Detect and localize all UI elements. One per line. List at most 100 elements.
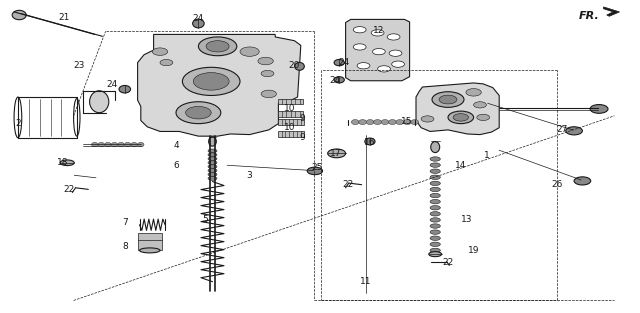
Text: 3: 3 [247, 171, 252, 180]
Text: 10: 10 [284, 123, 295, 132]
Ellipse shape [430, 199, 440, 204]
Text: 1: 1 [484, 151, 489, 160]
Ellipse shape [396, 120, 404, 125]
Text: 16: 16 [364, 138, 376, 147]
Ellipse shape [430, 175, 440, 179]
Text: 2: 2 [15, 119, 20, 128]
Circle shape [389, 50, 402, 56]
Ellipse shape [12, 10, 26, 20]
Text: 22: 22 [442, 259, 454, 267]
Polygon shape [346, 19, 410, 81]
Ellipse shape [208, 161, 217, 165]
Circle shape [193, 73, 229, 90]
Polygon shape [138, 34, 301, 136]
Ellipse shape [403, 120, 411, 125]
Text: 7: 7 [122, 218, 127, 227]
Ellipse shape [359, 120, 367, 125]
Ellipse shape [411, 120, 419, 125]
Circle shape [371, 30, 384, 36]
Circle shape [160, 59, 173, 66]
Text: 27: 27 [556, 126, 568, 134]
Ellipse shape [430, 230, 440, 234]
Circle shape [206, 41, 229, 52]
Ellipse shape [430, 248, 440, 253]
Text: 24: 24 [329, 76, 340, 85]
Ellipse shape [430, 181, 440, 186]
Text: 25: 25 [311, 163, 323, 172]
Circle shape [474, 102, 486, 108]
Ellipse shape [208, 157, 217, 161]
Text: 15: 15 [401, 117, 413, 126]
Bar [138, 233, 162, 250]
Ellipse shape [208, 169, 217, 172]
Circle shape [453, 114, 468, 121]
Ellipse shape [131, 142, 138, 147]
Text: 9: 9 [300, 115, 305, 123]
Ellipse shape [118, 142, 124, 147]
Ellipse shape [193, 19, 204, 28]
Circle shape [372, 49, 385, 55]
Text: 13: 13 [461, 215, 473, 223]
Circle shape [198, 37, 237, 56]
Text: 10: 10 [284, 105, 295, 113]
Ellipse shape [430, 206, 440, 210]
Bar [278, 99, 303, 104]
Ellipse shape [430, 169, 440, 173]
Circle shape [466, 89, 481, 96]
Circle shape [328, 149, 346, 158]
Text: 22: 22 [342, 180, 353, 189]
Text: 26: 26 [551, 180, 563, 189]
Ellipse shape [351, 120, 359, 125]
Ellipse shape [111, 142, 118, 147]
Ellipse shape [429, 252, 442, 257]
Circle shape [261, 70, 274, 77]
Circle shape [421, 116, 434, 122]
Text: 20: 20 [289, 61, 300, 69]
Ellipse shape [98, 142, 104, 147]
Circle shape [182, 67, 240, 95]
Ellipse shape [208, 177, 217, 180]
Ellipse shape [430, 157, 440, 161]
Text: 11: 11 [360, 277, 372, 285]
Circle shape [566, 127, 582, 135]
Bar [278, 111, 303, 117]
Ellipse shape [208, 172, 217, 176]
Text: FR.: FR. [579, 11, 600, 21]
Circle shape [392, 61, 404, 67]
Ellipse shape [90, 91, 109, 113]
Circle shape [307, 167, 323, 175]
Ellipse shape [208, 149, 217, 153]
Ellipse shape [105, 142, 111, 147]
Ellipse shape [430, 218, 440, 222]
Ellipse shape [119, 85, 131, 93]
Ellipse shape [365, 138, 375, 145]
Circle shape [439, 95, 457, 104]
Ellipse shape [430, 163, 440, 167]
Text: 24: 24 [106, 80, 118, 89]
Text: 23: 23 [73, 61, 84, 70]
Polygon shape [604, 7, 620, 16]
Text: 24: 24 [193, 14, 204, 23]
Circle shape [240, 47, 259, 56]
Circle shape [353, 27, 366, 33]
Circle shape [353, 44, 366, 50]
Ellipse shape [430, 242, 440, 247]
Ellipse shape [124, 142, 131, 147]
Text: 19: 19 [468, 246, 479, 255]
Circle shape [448, 111, 474, 124]
Ellipse shape [374, 120, 381, 125]
Ellipse shape [366, 120, 374, 125]
Circle shape [261, 90, 276, 98]
Text: 21: 21 [58, 13, 70, 22]
Circle shape [357, 63, 370, 69]
Ellipse shape [381, 120, 389, 125]
Text: 12: 12 [373, 26, 385, 35]
Ellipse shape [388, 120, 396, 125]
Text: 17: 17 [330, 150, 342, 158]
Bar [278, 131, 304, 137]
Ellipse shape [209, 137, 216, 146]
Circle shape [186, 106, 211, 119]
Circle shape [387, 34, 400, 40]
Circle shape [378, 66, 390, 72]
Circle shape [176, 102, 221, 124]
